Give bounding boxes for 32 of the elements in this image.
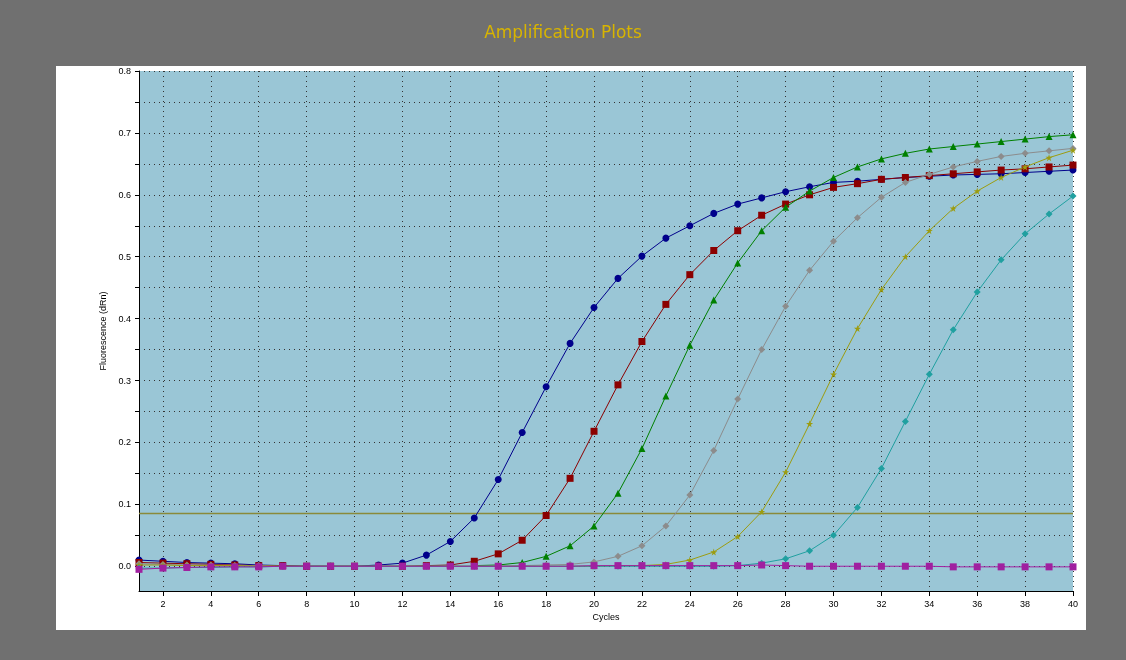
y-tick-label: 0.7 xyxy=(118,127,131,138)
y-tick-label: 0.6 xyxy=(118,189,131,200)
x-tick-label: 10 xyxy=(349,598,360,609)
y-tick-label: 0.1 xyxy=(118,499,131,510)
x-tick-label: 26 xyxy=(732,598,743,609)
x-axis-title: Cycles xyxy=(592,612,620,623)
x-tick-label: 34 xyxy=(924,598,935,609)
y-tick-label: 0.5 xyxy=(118,251,131,262)
x-tick-label: 28 xyxy=(780,598,791,609)
x-tick-label: 38 xyxy=(1020,598,1031,609)
y-tick-label: 0.0 xyxy=(118,561,131,572)
x-tick-label: 22 xyxy=(636,598,647,609)
chart-title: Amplification Plots xyxy=(484,21,643,42)
x-tick-label: 18 xyxy=(541,598,552,609)
y-tick-label: 0.3 xyxy=(118,375,131,386)
x-tick-label: 16 xyxy=(493,598,504,609)
x-tick-label: 40 xyxy=(1067,598,1079,609)
x-tick-label: 24 xyxy=(684,598,695,609)
x-tick-label: 14 xyxy=(445,598,456,609)
x-tick-label: 36 xyxy=(972,598,983,609)
x-tick-label: 8 xyxy=(304,598,310,609)
y-tick-label: 0.8 xyxy=(118,66,131,76)
x-tick-label: 4 xyxy=(208,598,214,609)
y-axis-title: Fluorescence (dRn) xyxy=(98,291,109,371)
y-tick-label: 0.4 xyxy=(118,313,131,324)
y-tick-label: 0.2 xyxy=(118,437,131,448)
x-tick-label: 20 xyxy=(589,598,600,609)
x-tick-label: 12 xyxy=(397,598,408,609)
x-tick-label: 32 xyxy=(876,598,887,609)
x-tick-label: 2 xyxy=(160,598,166,609)
x-tick-label: 6 xyxy=(256,598,262,609)
x-tick-label: 30 xyxy=(828,598,839,609)
